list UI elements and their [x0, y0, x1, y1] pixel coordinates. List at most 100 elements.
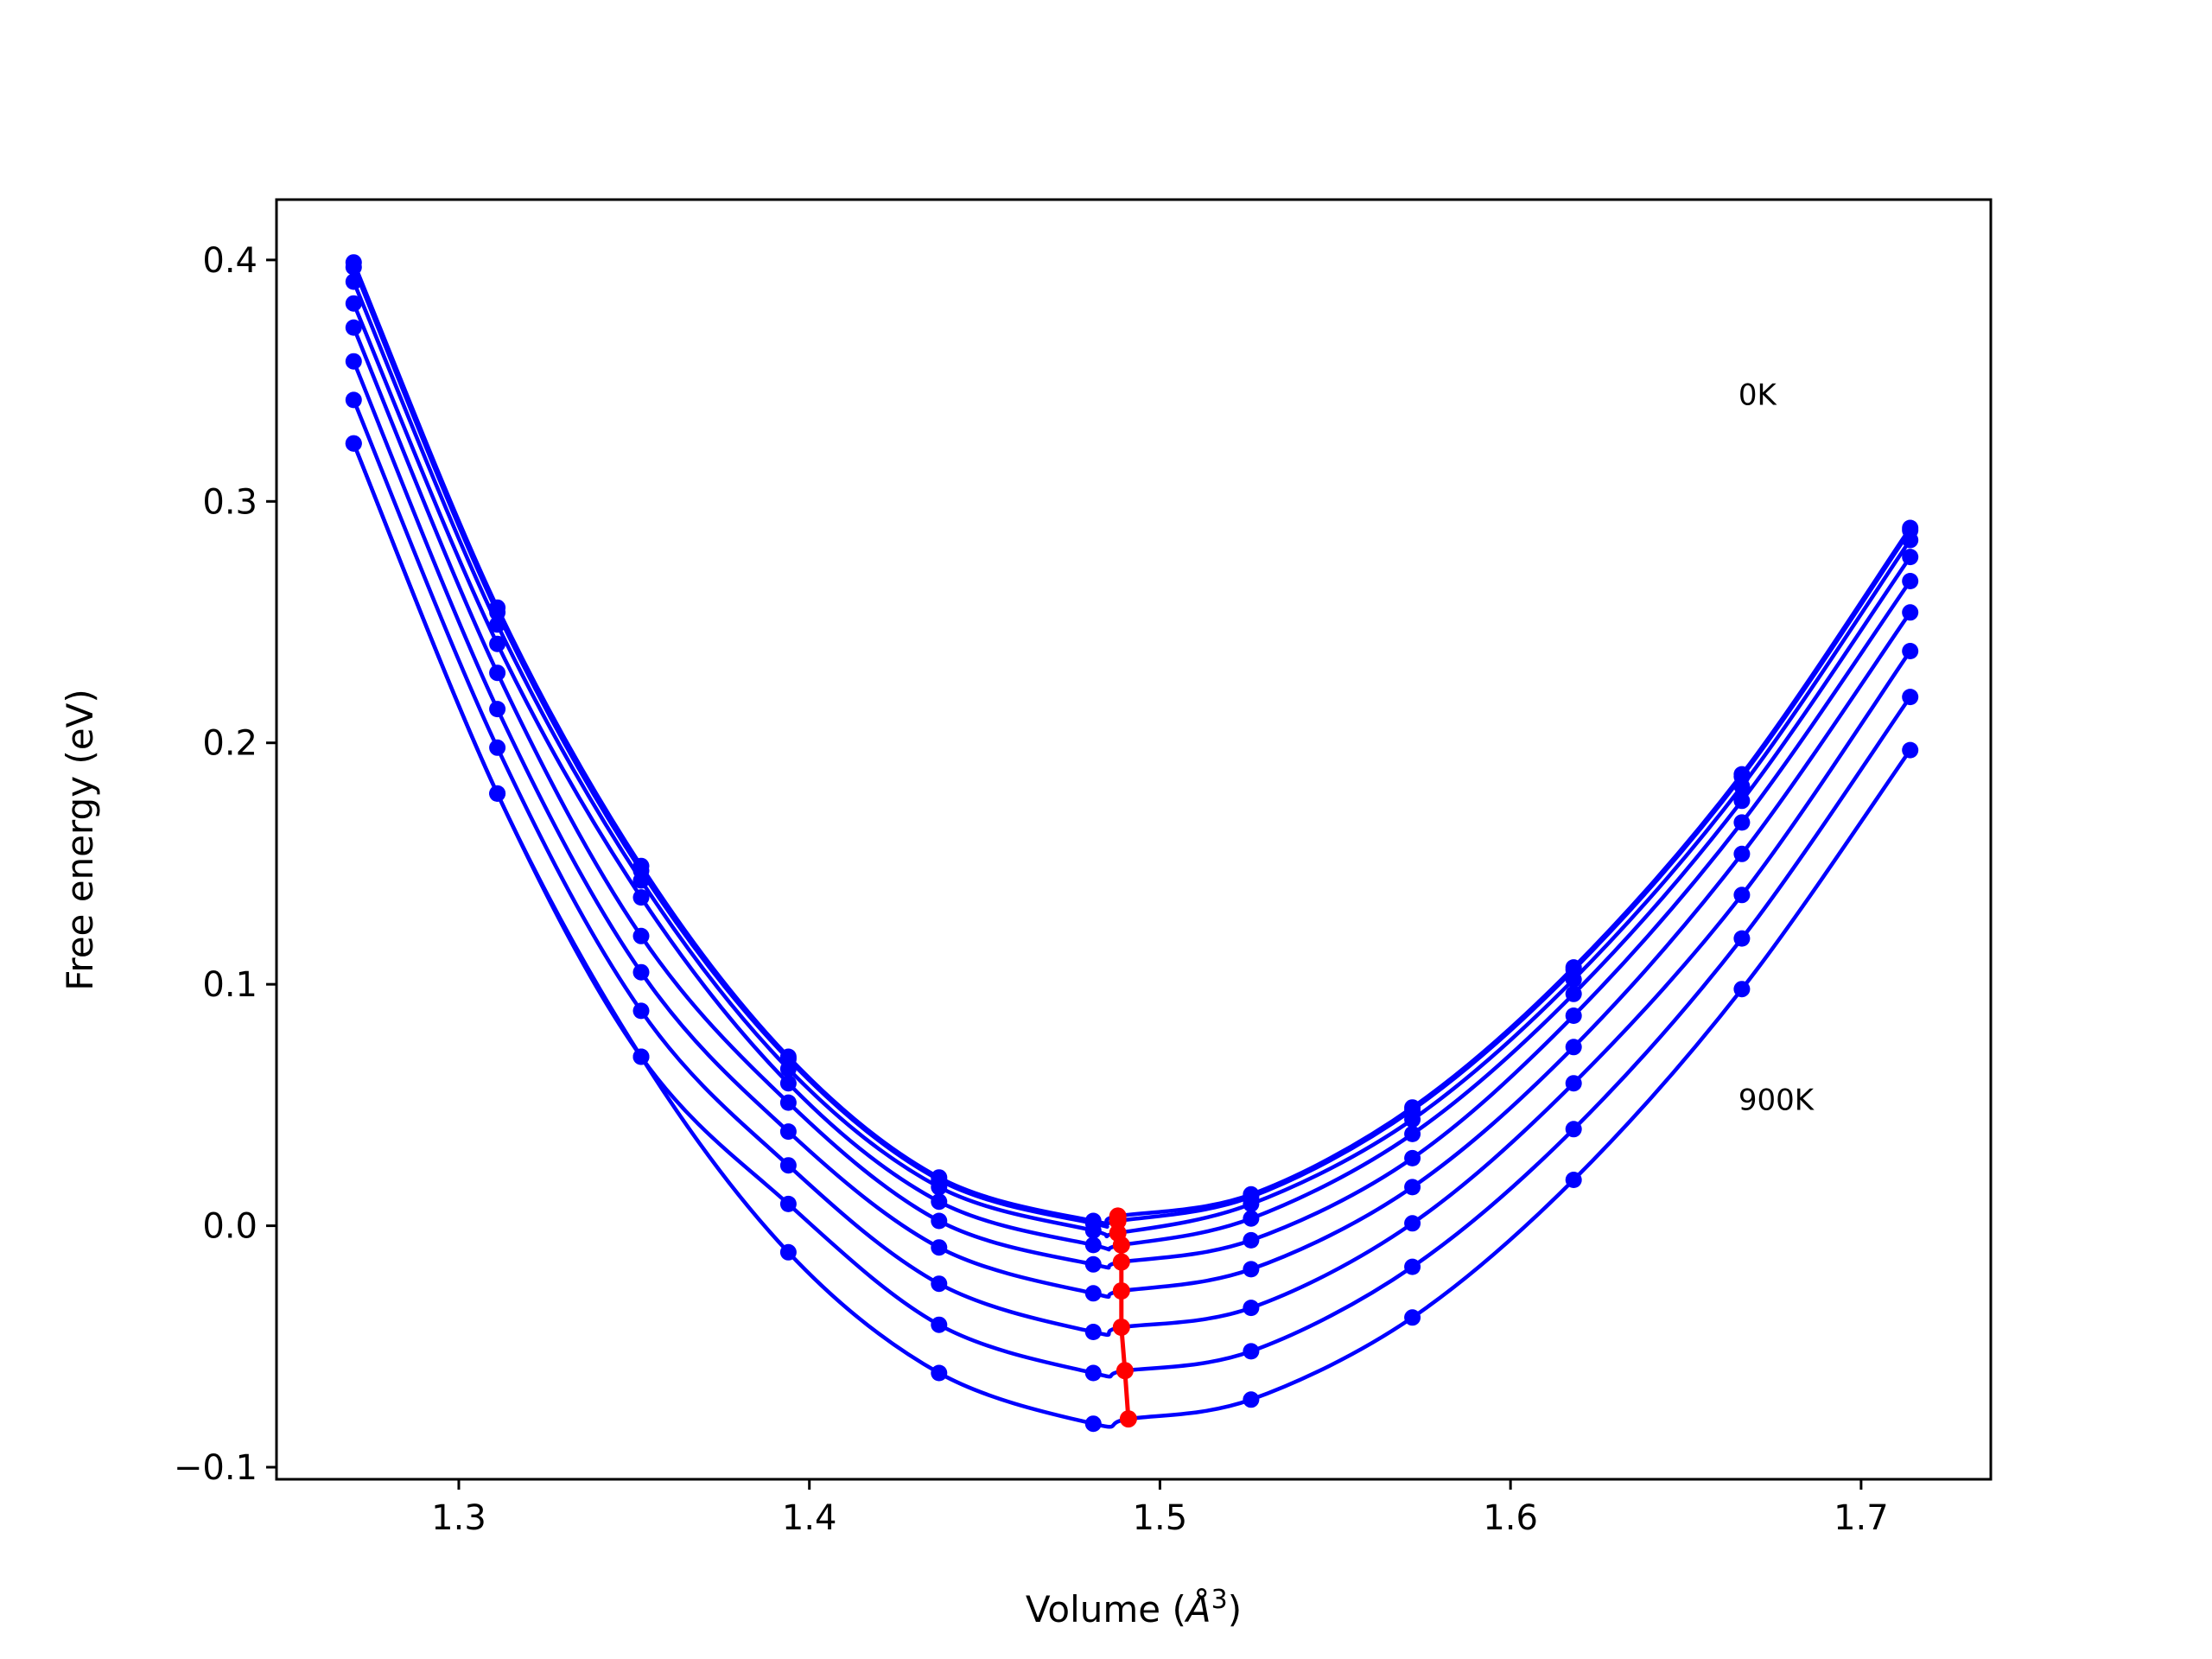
- series-2: [345, 273, 1919, 1239]
- series-6-point-2: [632, 1002, 650, 1020]
- series-2-point-1: [489, 616, 506, 633]
- annotation-1: 900K: [1738, 1083, 1815, 1117]
- x-axis-label-symbol: Å: [1184, 1587, 1211, 1630]
- y-tick-label-5: 0.4: [202, 241, 257, 281]
- series-4-point-3: [779, 1094, 797, 1111]
- series-5-point-6: [1243, 1261, 1260, 1278]
- series-5-point-2: [632, 963, 650, 981]
- minimum-point-8: [1119, 1410, 1137, 1428]
- series-line-2: [352, 281, 1912, 1239]
- series-2-point-5: [1084, 1222, 1102, 1239]
- x-tick-label-3: 1.6: [1483, 1498, 1538, 1538]
- series-2-point-3: [779, 1060, 797, 1077]
- series-4-point-4: [931, 1212, 948, 1230]
- series-5-point-7: [1404, 1179, 1421, 1196]
- x-axis-label-close: ): [1228, 1588, 1242, 1630]
- series-3-point-5: [1084, 1236, 1102, 1254]
- minimum-point-4: [1112, 1253, 1130, 1271]
- annotations: 0K 900K: [1738, 378, 1815, 1118]
- series-8-point-10: [1902, 741, 1919, 759]
- x-tick-label-1: 1.4: [782, 1498, 837, 1538]
- series-line-1: [352, 266, 1912, 1229]
- series-5-point-0: [345, 353, 362, 370]
- x-tick-label-4: 1.7: [1834, 1498, 1889, 1538]
- series-5-point-3: [779, 1123, 797, 1141]
- x-tick-label-0: 1.3: [431, 1498, 486, 1538]
- series-8-point-1: [489, 785, 506, 802]
- series-line-3: [352, 302, 1912, 1252]
- series-5-point-1: [489, 701, 506, 718]
- series-7-point-8: [1565, 1121, 1582, 1138]
- series-4-point-8: [1565, 1007, 1582, 1024]
- series-3-point-6: [1243, 1210, 1260, 1227]
- series-5: [345, 353, 1919, 1302]
- annotation-0: 0K: [1738, 378, 1778, 413]
- x-axis-label-text: Volume (: [1026, 1588, 1186, 1630]
- series-2-point-0: [345, 273, 362, 290]
- series-2-point-9: [1733, 778, 1751, 795]
- series-7-point-9: [1733, 930, 1751, 947]
- series-3-point-4: [931, 1193, 948, 1211]
- series-4-point-6: [1243, 1231, 1260, 1249]
- series-8-point-8: [1565, 1172, 1582, 1188]
- minimum-point-6: [1112, 1319, 1130, 1336]
- series-6-point-4: [931, 1275, 948, 1293]
- x-axis: 1.3 1.4 1.5 1.6 1.7: [431, 1479, 1889, 1538]
- series-4-point-5: [1084, 1255, 1102, 1273]
- y-tick-label-4: 0.3: [202, 482, 257, 522]
- series-7-point-10: [1902, 689, 1919, 706]
- series-6-point-8: [1565, 1075, 1582, 1092]
- series-6-point-6: [1243, 1300, 1260, 1317]
- series-3: [345, 295, 1919, 1254]
- series-3-point-8: [1565, 985, 1582, 1002]
- series-4-point-9: [1733, 814, 1751, 831]
- series-5-point-5: [1084, 1285, 1102, 1302]
- series-2-point-4: [931, 1179, 948, 1196]
- series-8-point-9: [1733, 981, 1751, 998]
- series-8: [345, 435, 1919, 1433]
- series-2-point-6: [1243, 1195, 1260, 1212]
- series-7-point-6: [1243, 1343, 1260, 1360]
- series-4-point-7: [1404, 1149, 1421, 1166]
- series-3-point-1: [489, 635, 506, 652]
- series-6-point-5: [1084, 1324, 1102, 1340]
- series-8-point-0: [345, 435, 362, 452]
- series-4-point-0: [345, 319, 362, 336]
- series-line-8: [352, 442, 1912, 1429]
- series-6-point-10: [1902, 643, 1919, 659]
- series-7-point-5: [1084, 1364, 1102, 1382]
- series-6-point-9: [1733, 887, 1751, 904]
- series-7-point-4: [931, 1316, 948, 1333]
- x-axis-label: Volume (Å3): [1026, 1585, 1242, 1630]
- series-6-point-1: [489, 739, 506, 756]
- series-3-point-0: [345, 295, 362, 312]
- y-axis: −0.1 0.0 0.1 0.2 0.3 0.4: [174, 241, 276, 1488]
- series-2-point-8: [1565, 971, 1582, 988]
- series-8-point-5: [1084, 1415, 1102, 1433]
- series-4-point-10: [1902, 573, 1919, 589]
- minima-layer: [1109, 1207, 1137, 1428]
- series-4-point-1: [489, 664, 506, 682]
- series-3-point-7: [1404, 1125, 1421, 1142]
- minimum-point-3: [1112, 1236, 1130, 1254]
- minimum-point-1: [1109, 1212, 1127, 1230]
- series-5-point-9: [1733, 845, 1751, 862]
- series-8-point-3: [779, 1243, 797, 1261]
- plot-frame: [275, 198, 1993, 1481]
- series-2-point-10: [1902, 531, 1919, 549]
- y-tick-label-1: 0.0: [202, 1207, 257, 1247]
- series-2-point-2: [632, 872, 650, 889]
- series-3-point-10: [1902, 549, 1919, 566]
- series-3-point-9: [1733, 792, 1751, 810]
- series-6-point-7: [1404, 1215, 1421, 1232]
- series-7-point-3: [779, 1195, 797, 1212]
- y-tick-label-2: 0.1: [202, 965, 257, 1005]
- minimum-point-5: [1112, 1282, 1130, 1300]
- series-8-point-6: [1243, 1391, 1260, 1408]
- x-axis-label-exp: 3: [1211, 1585, 1228, 1615]
- series-line-5: [352, 360, 1912, 1300]
- series-6: [345, 391, 1919, 1340]
- series-3-point-2: [632, 889, 650, 906]
